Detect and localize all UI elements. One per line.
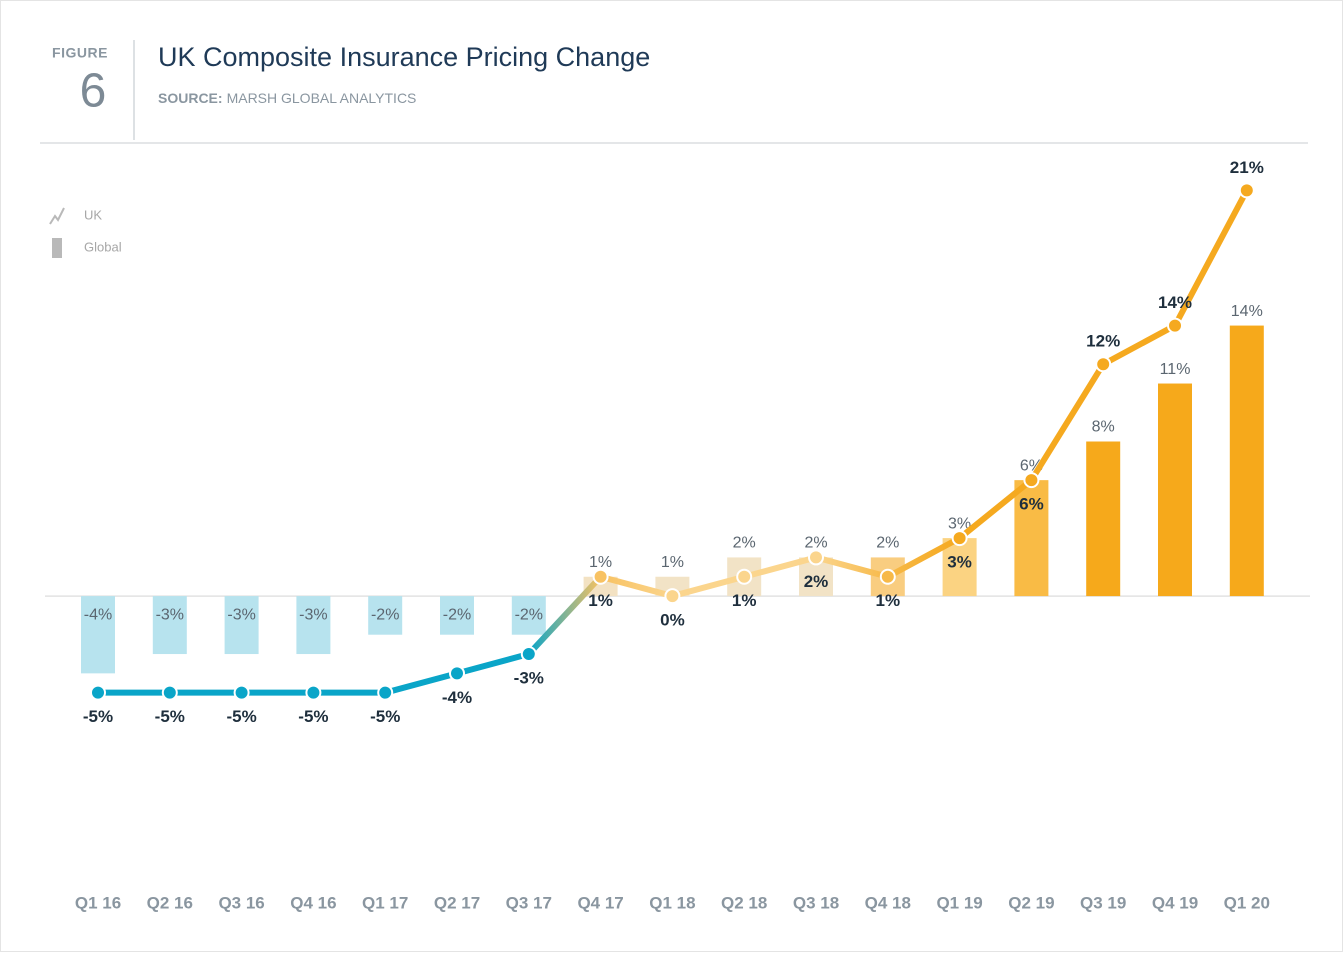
x-tick-label: Q2 19: [1008, 893, 1054, 912]
uk-value-label: 12%: [1086, 332, 1120, 351]
x-tick-label: Q3 18: [793, 893, 839, 912]
bar: [1086, 441, 1121, 597]
uk-point: [951, 530, 968, 547]
bar: [440, 596, 474, 635]
uk-value-label: 1%: [876, 591, 901, 610]
bar: [1158, 383, 1192, 597]
uk-point: [233, 684, 250, 701]
uk-point: [377, 684, 394, 701]
bar: [152, 596, 187, 655]
uk-point: [664, 588, 681, 605]
uk-point: [879, 568, 896, 585]
uk-point: [449, 665, 465, 682]
uk-value-label: 21%: [1230, 158, 1264, 177]
uk-value-label: -5%: [370, 707, 400, 726]
uk-point: [305, 684, 322, 701]
uk-point: [1023, 472, 1040, 489]
uk-point: [90, 684, 106, 701]
uk-point: [520, 646, 537, 663]
uk-value-label: -3%: [514, 669, 544, 688]
x-tick-label: Q4 19: [1152, 893, 1198, 912]
bar: [296, 596, 331, 655]
bar: [511, 596, 546, 635]
uk-value-label: 2%: [804, 572, 829, 591]
bar-value-label: 2%: [876, 535, 899, 552]
uk-point: [1167, 317, 1183, 334]
bar-value-label: -3%: [227, 606, 255, 623]
x-tick-label: Q4 17: [577, 893, 623, 912]
legend-label: Global: [84, 239, 122, 254]
bar-value-label: 1%: [661, 554, 684, 571]
bar-value-label: -4%: [84, 606, 112, 623]
bar-value-label: 1%: [589, 554, 612, 571]
uk-point: [808, 549, 824, 566]
legend-line-icon: [49, 207, 65, 225]
bar-value-label: -2%: [443, 606, 471, 623]
source-label: SOURCE:: [158, 90, 223, 106]
x-tick-label: Q2 16: [147, 893, 193, 912]
x-tick-label: Q1 18: [649, 893, 695, 912]
bar-value-label: 3%: [948, 515, 971, 532]
x-tick-label: Q4 16: [290, 893, 336, 912]
uk-value-label: 1%: [588, 591, 613, 610]
uk-value-label: 3%: [947, 553, 972, 572]
x-tick-label: Q1 17: [362, 893, 408, 912]
x-tick-label: Q3 16: [218, 893, 264, 912]
bar: [368, 596, 403, 635]
source: SOURCE: MARSH GLOBAL ANALYTICS: [158, 90, 416, 106]
uk-point: [1238, 182, 1255, 199]
source-text: MARSH GLOBAL ANALYTICS: [227, 90, 417, 106]
legend-bar-icon: [52, 238, 62, 258]
uk-value-label: -5%: [226, 707, 256, 726]
bar-value-label: -3%: [299, 606, 327, 623]
x-tick-label: Q1 20: [1224, 893, 1270, 912]
uk-value-label: -5%: [298, 707, 328, 726]
uk-value-label: 6%: [1019, 495, 1044, 514]
uk-point: [1095, 356, 1112, 373]
uk-value-label: 1%: [732, 591, 757, 610]
bar: [942, 538, 977, 597]
uk-point: [161, 684, 178, 701]
x-tick-label: Q3 17: [506, 893, 552, 912]
chart-title: UK Composite Insurance Pricing Change: [158, 42, 650, 72]
uk-value-label: 14%: [1158, 293, 1192, 312]
figure-label: FIGURE: [52, 45, 108, 61]
bar-value-label: -2%: [515, 606, 543, 623]
uk-value-label: -5%: [155, 707, 185, 726]
uk-value-label: -4%: [442, 688, 472, 707]
bar: [81, 596, 115, 674]
bar-value-label: 2%: [733, 535, 756, 552]
x-tick-label: Q2 17: [434, 893, 480, 912]
figure-number: 6: [80, 65, 107, 118]
bar: [1229, 325, 1264, 597]
bar-value-label: 8%: [1092, 419, 1115, 436]
bar-value-label: 11%: [1160, 361, 1191, 378]
uk-point: [736, 568, 753, 585]
x-tick-label: Q3 19: [1080, 893, 1126, 912]
x-tick-label: Q2 18: [721, 893, 767, 912]
x-tick-label: Q4 18: [865, 893, 911, 912]
uk-value-label: -5%: [83, 707, 113, 726]
bar-value-label: -2%: [371, 606, 399, 623]
x-tick-label: Q1 16: [75, 893, 121, 912]
bar-value-label: 2%: [804, 535, 827, 552]
legend-label: UK: [84, 207, 102, 222]
bar-value-label: 14%: [1231, 303, 1263, 320]
uk-value-label: 0%: [660, 611, 685, 630]
x-tick-label: Q1 19: [936, 893, 982, 912]
uk-point: [592, 568, 609, 585]
bar-value-label: -3%: [156, 606, 184, 623]
bar: [1014, 480, 1049, 597]
bar: [224, 596, 259, 655]
